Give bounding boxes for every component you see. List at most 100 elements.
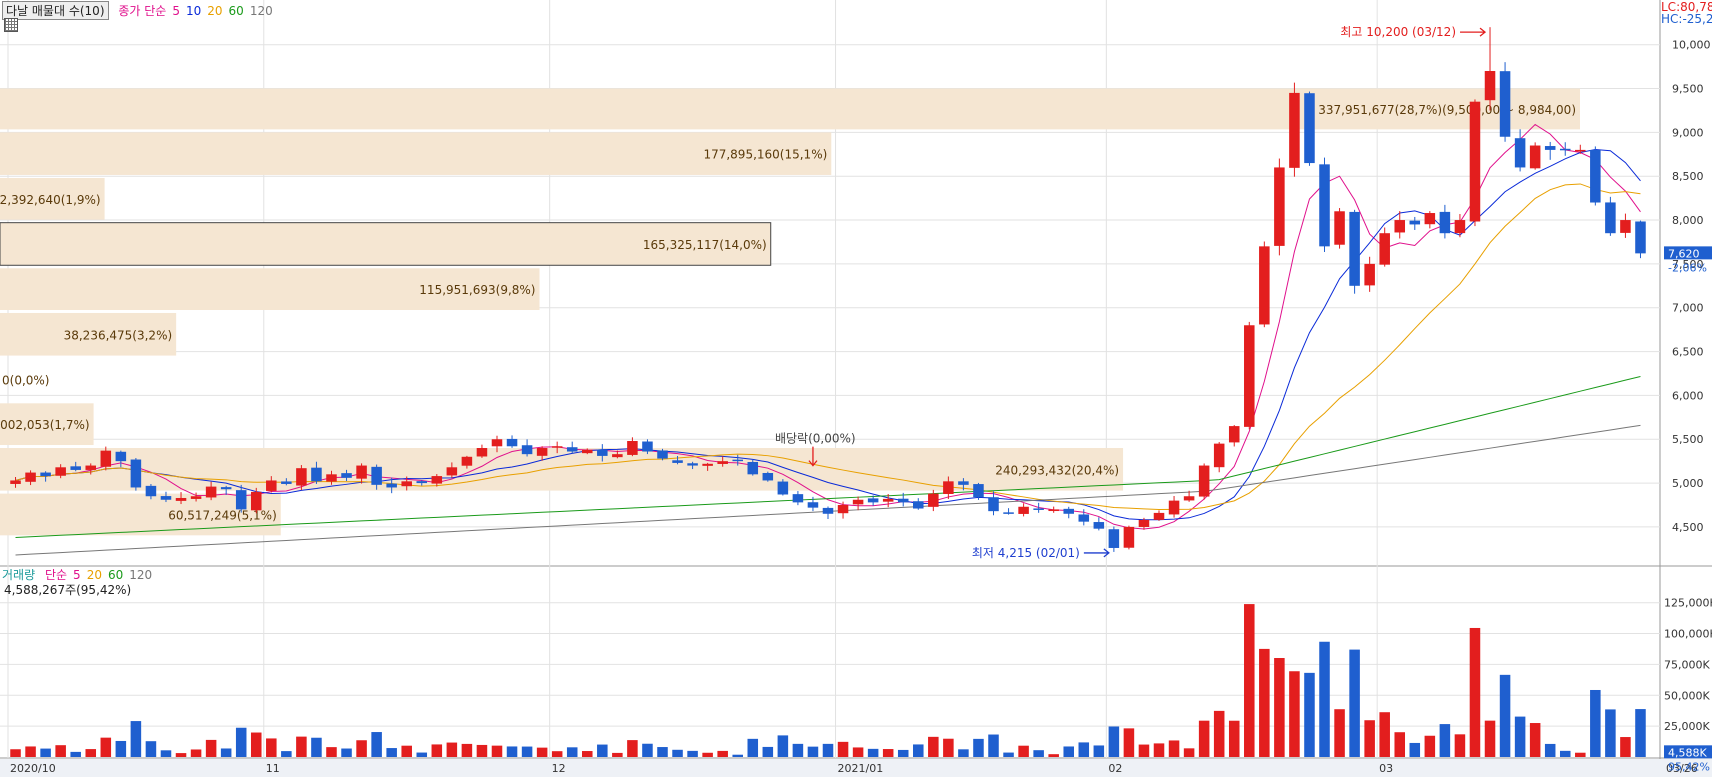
volume-bar [1168,740,1180,757]
moving-averages [15,123,1641,556]
volume-bars [10,604,1646,757]
candle-body [1439,211,1451,234]
volume-bar [55,745,66,757]
candle-body [145,485,157,497]
volume-ma-period-5[interactable]: 5 [73,568,81,582]
volume-current: 4,588,267주(95,42%) [4,583,132,597]
volume-bar [1349,649,1360,757]
volume-bar [566,747,578,757]
volume-bar [657,747,668,757]
volume-bar [401,745,412,757]
volume-profile-label: 177,895,160(15,1%) [703,148,827,162]
candle-body [1394,220,1406,233]
volume-bar [1138,744,1150,757]
volume-bar [341,748,352,757]
candle-body [296,468,307,486]
ma-periods: 5 10 20 60 120 [172,4,278,18]
candle-body [973,484,984,498]
volume-bar [506,746,518,757]
volume-bar [1439,724,1451,757]
volume-bar [807,746,819,757]
volume-bar [897,749,909,757]
date-tick-label: 11 [266,762,280,775]
volume-tick-label: 50,000K [1664,689,1710,702]
ma-period-120[interactable]: 120 [249,4,273,18]
candle-body [1319,164,1330,247]
candle-body [1123,526,1135,548]
volume-ma-period-60[interactable]: 60 [107,568,124,582]
volume-bar [1379,712,1390,757]
volume-bar [551,751,563,757]
volume-bar [175,753,187,757]
candle-body [807,502,819,508]
candle-body [521,445,533,455]
volume-bar [822,743,834,757]
volume-profile-bar [0,88,1580,130]
volume-bar [521,746,533,757]
candle-body [356,465,367,479]
volume-profile-label: 337,951,677(28,7%)(9,500,00 ~ 8,984,00) [1318,103,1576,117]
indicator-label[interactable]: 다날 매물대 수(10) [2,1,109,20]
candle-body [1078,514,1090,522]
volume-bar [536,747,548,757]
candle-body [416,481,428,484]
candle-body [1590,149,1601,203]
volume-bar [1559,750,1571,757]
ma-period-20[interactable]: 20 [207,4,223,18]
volume-bar [250,732,262,757]
volume-bar [958,749,969,757]
candle-body [837,505,849,514]
volume-profile-bar [0,222,771,266]
candle-body [988,497,999,512]
date-tick-label: 02 [1108,762,1122,775]
candle-body [1364,263,1375,286]
candle-body [536,448,548,456]
volume-profile-bar [0,132,832,175]
volume-bar [130,721,142,757]
candle-body [401,481,412,487]
candle-body [461,456,473,466]
chart-annotations: 최고 10,200 (03/12) 최저 4,215 (02/01) 배당락(0,0… [775,25,1487,560]
volume-bar [702,752,713,757]
candle-body [1454,220,1466,234]
volume-bar [371,732,382,757]
candle-body [928,493,939,507]
volume-bar [852,747,864,757]
ma-period-10[interactable]: 10 [185,4,202,18]
candle-body [10,480,21,484]
candle-body [1274,167,1285,246]
volume-bar [777,735,789,757]
volume-bar [1364,720,1375,757]
volume-bar [913,744,924,757]
volume-tick-label: 25,000K [1664,720,1710,733]
volume-bar [1213,710,1225,757]
low-annotation: 최저 4,215 (02/01) [972,546,1080,560]
candle-body [1244,325,1255,427]
candle-body [1544,146,1556,150]
volume-bar [145,741,157,757]
candle-body [882,498,894,502]
candle-body [70,466,81,470]
volume-bar [326,747,337,757]
volume-profile-label: 20,002,053(1,7%) [0,418,90,432]
ma-line-60 [15,375,1641,538]
candle-body [1304,93,1315,164]
volume-bar [220,748,232,757]
ma-period-60[interactable]: 60 [228,4,244,18]
volume-bar [311,737,322,757]
volume-ma-period-20[interactable]: 20 [86,568,102,582]
volume-bar [1394,732,1406,757]
volume-label: 거래량 [2,568,36,582]
ma-line-10 [15,148,1641,521]
candle-body [792,494,804,503]
ma-label: 종가 단순 [118,4,167,18]
volume-ma-period-120[interactable]: 120 [129,568,153,582]
volume-bar [792,743,804,757]
volume-profile-label: 165,325,117(14,0%) [643,238,767,252]
ma-period-5[interactable]: 5 [172,4,180,18]
candle-body [100,450,112,467]
grid-icon[interactable] [4,18,18,32]
candle-body [612,454,623,458]
candle-body [717,461,728,464]
candle-body [506,438,518,447]
